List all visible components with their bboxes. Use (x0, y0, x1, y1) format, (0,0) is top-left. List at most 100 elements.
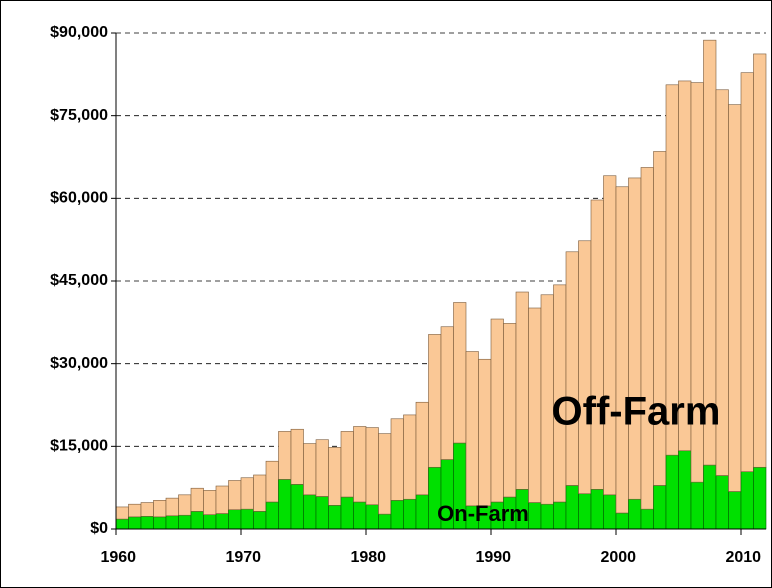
bar-segment (378, 433, 392, 515)
bar-segment (190, 511, 204, 530)
bar-segment (390, 418, 404, 501)
bar-segment (565, 251, 579, 486)
x-tick-label: 2010 (725, 549, 761, 566)
bar-segment (615, 186, 629, 514)
bar-segment (415, 494, 429, 530)
bar-segment (640, 508, 654, 530)
bar-segment (328, 505, 342, 530)
x-tick-label: 1970 (225, 549, 261, 566)
bar-segment (390, 500, 404, 530)
bar-segment (728, 104, 742, 492)
bar-segment (153, 516, 167, 530)
bar-segment (640, 167, 654, 510)
x-tick-label: 1980 (350, 549, 386, 566)
bar-segment (753, 53, 767, 468)
bar-segment (403, 498, 417, 530)
bar-segment (290, 428, 304, 485)
bar-segment (115, 518, 129, 530)
bar-segment (178, 494, 192, 516)
x-tick-label: 1960 (100, 549, 136, 566)
bar-segment (340, 496, 354, 530)
bar-segment (115, 506, 129, 520)
bar-segment (303, 443, 317, 496)
bar-segment (265, 501, 279, 530)
bar-segment (278, 479, 292, 530)
bar-segment (753, 466, 767, 530)
bar-segment (740, 72, 754, 472)
bar-segment (515, 291, 529, 490)
bar-segment (178, 514, 192, 530)
x-tick-label: 1990 (475, 549, 511, 566)
bar-segment (365, 504, 379, 530)
bar-segment (465, 351, 479, 507)
bar-segment (503, 323, 517, 498)
bar-segment (353, 501, 367, 530)
bar-segment (578, 493, 592, 530)
bar-segment (215, 485, 229, 514)
bar-segment (203, 490, 217, 515)
bar-segment (678, 450, 692, 530)
bar-segment (590, 489, 604, 530)
y-tick-label: $45,000 (50, 272, 108, 289)
bar-segment (140, 502, 154, 517)
bar-segment (553, 501, 567, 530)
bar-segment (740, 471, 754, 530)
bar-segment (703, 464, 717, 530)
bar-segment (603, 175, 617, 496)
bar-segment (228, 480, 242, 511)
bar-segment (565, 485, 579, 530)
bar-segment (165, 497, 179, 517)
bar-segment (215, 513, 229, 530)
bar-segment (665, 454, 679, 530)
bar-segment (278, 431, 292, 480)
bar-segment (328, 447, 342, 506)
bar-segment (403, 414, 417, 500)
bar-segment (253, 511, 267, 530)
y-tick-label: $90,000 (50, 24, 108, 41)
bar-segment (315, 439, 329, 497)
bar-segment (128, 516, 142, 530)
y-tick-label: $15,000 (50, 438, 108, 455)
series-label: On-Farm (437, 501, 529, 526)
bar-segment (528, 307, 542, 503)
bar-segment (165, 515, 179, 530)
bar-segment (240, 508, 254, 530)
bar-segment (140, 516, 154, 530)
bar-segment (265, 460, 279, 503)
bar-segment (315, 496, 329, 530)
bar-segment (490, 318, 504, 503)
bar-segment (428, 334, 442, 468)
bar-segment (653, 485, 667, 530)
bar-segment (478, 358, 492, 507)
y-tick-label: $60,000 (50, 190, 108, 207)
bar-segment (453, 302, 467, 444)
bar-segment (578, 240, 592, 495)
bar-segment (290, 484, 304, 530)
bar-segment (303, 494, 317, 530)
bar-segment (415, 401, 429, 496)
bar-segment (628, 177, 642, 500)
bar-segment (628, 498, 642, 530)
y-tick-label: $75,000 (50, 107, 108, 124)
x-tick-label: 2000 (600, 549, 636, 566)
y-tick-label: $0 (90, 520, 108, 537)
bar-segment (240, 477, 254, 510)
bar-segment (253, 474, 267, 512)
bar-segment (190, 487, 204, 512)
bar-segment (228, 509, 242, 530)
bar-segment (528, 502, 542, 530)
y-tick-label: $30,000 (50, 355, 108, 372)
bar-segment (340, 431, 354, 498)
bar-segment (690, 481, 704, 530)
bar-segment (728, 491, 742, 530)
bar-segment (128, 503, 142, 518)
bar-segment (353, 426, 367, 503)
bar-segment (153, 500, 167, 518)
bar-segment (203, 514, 217, 530)
bar-segment (615, 512, 629, 530)
bar-segment (653, 151, 667, 486)
bar-segment (440, 326, 454, 460)
bar-segment (590, 199, 604, 490)
bar-segment (365, 427, 379, 506)
